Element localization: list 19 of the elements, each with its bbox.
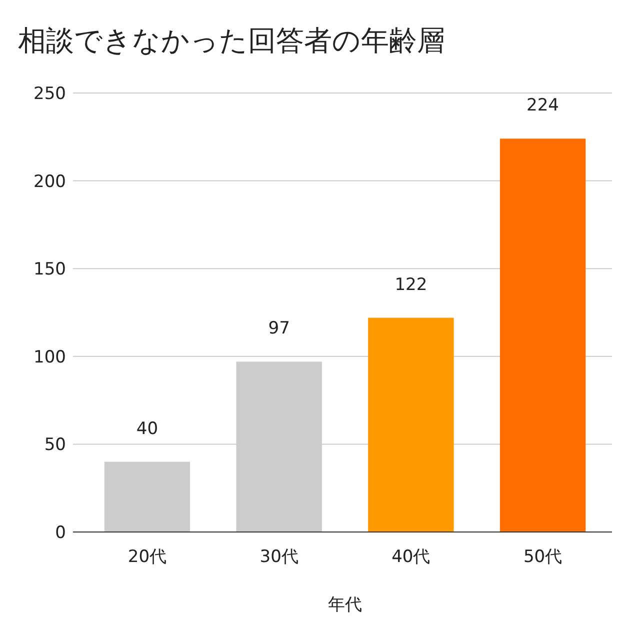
data-label: 40: [136, 418, 158, 439]
y-tick-label: 50: [44, 435, 66, 456]
y-tick-label: 100: [34, 347, 66, 368]
y-tick-label: 150: [34, 260, 66, 280]
data-label: 122: [394, 274, 428, 295]
bar: [368, 318, 454, 532]
x-tick-label: 20代: [128, 547, 167, 567]
x-tick-label: 30代: [260, 547, 298, 567]
bar: [500, 138, 586, 532]
y-tick-label: 200: [34, 172, 66, 192]
data-label: 97: [268, 318, 290, 339]
x-tick-label: 40代: [392, 547, 430, 567]
bar: [104, 462, 190, 532]
data-label: 224: [526, 96, 560, 116]
chart-title: 相談できなかった回答者の年齢層: [18, 24, 445, 57]
y-tick-label: 0: [55, 523, 66, 543]
x-tick-label: 50代: [523, 547, 562, 567]
x-axis-title: 年代: [328, 595, 362, 615]
y-tick-label: 250: [34, 84, 66, 104]
